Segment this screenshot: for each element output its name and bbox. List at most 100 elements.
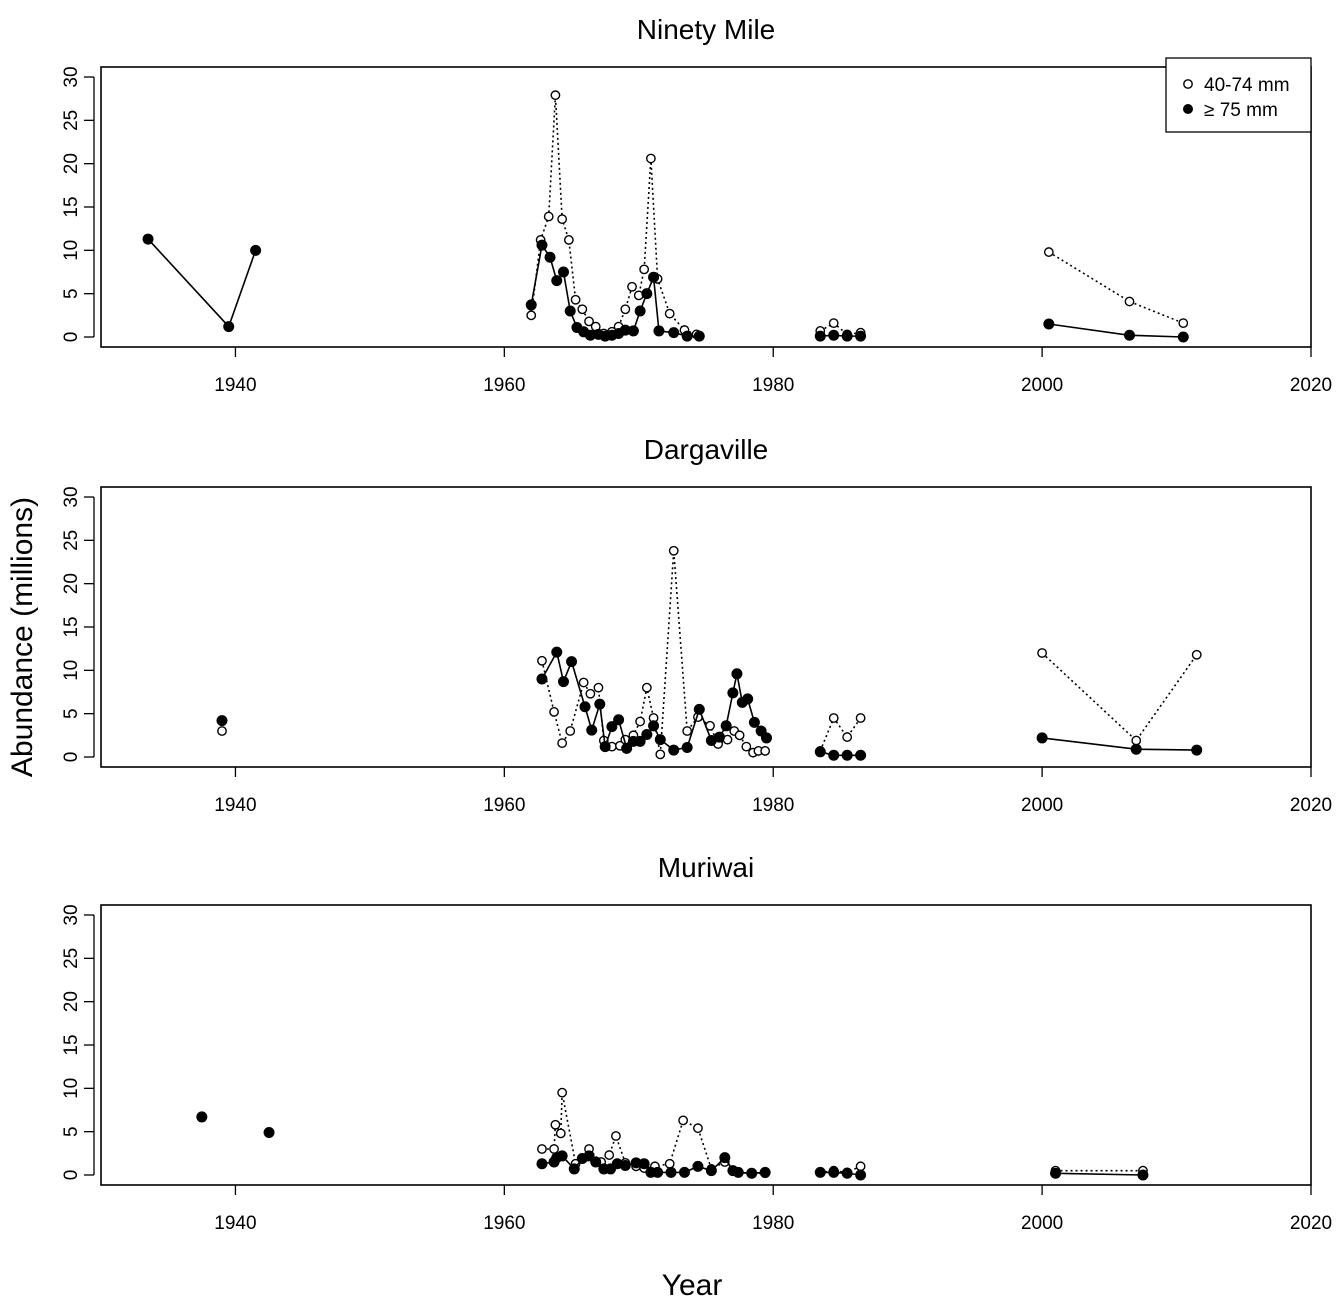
legend-box <box>1165 57 1312 133</box>
data-point-open <box>543 211 554 222</box>
data-point-open <box>537 1144 547 1154</box>
data-point-filled <box>551 646 563 658</box>
data-point-filled <box>1137 1169 1149 1181</box>
data-point-filled <box>536 673 548 685</box>
y-axis-title: Abundance (millions) <box>6 497 39 777</box>
data-point-filled <box>841 749 853 761</box>
data-point-open <box>217 726 227 736</box>
data-point-filled <box>855 330 867 342</box>
data-point-filled <box>556 1150 568 1162</box>
data-point-filled <box>746 1167 758 1179</box>
data-point-filled <box>599 741 611 753</box>
data-point-filled <box>814 330 826 342</box>
data-point-filled <box>536 1158 548 1170</box>
data-point-filled <box>732 1166 744 1178</box>
y-tick-label: 10 <box>61 660 82 681</box>
x-tick-label: 1980 <box>752 795 794 816</box>
data-point-open <box>549 707 559 717</box>
data-point-open <box>828 318 839 329</box>
series-line <box>1048 251 1184 324</box>
y-tick-label: 25 <box>61 948 82 969</box>
data-point-open <box>741 741 752 752</box>
data-point-filled <box>557 676 569 688</box>
series-line <box>820 334 861 337</box>
data-point-open <box>1178 318 1189 329</box>
legend-label-75mm: ≥ 75 mm <box>1204 100 1278 121</box>
data-point-filled <box>814 746 826 758</box>
data-point-open <box>760 746 771 756</box>
x-axis-title: Year <box>662 1269 723 1302</box>
series-line <box>1042 737 1197 751</box>
data-point-filled <box>652 1166 664 1178</box>
data-point-filled <box>525 299 537 311</box>
data-point-filled <box>566 656 578 668</box>
data-point-filled <box>634 305 646 317</box>
data-point-filled <box>668 744 680 756</box>
y-tick-label: 20 <box>61 573 82 594</box>
series-75mm-plus <box>216 646 1203 761</box>
data-point-open <box>678 1115 689 1126</box>
x-tick-label: 1980 <box>752 375 794 396</box>
data-point-filled <box>594 698 606 710</box>
panel-1: Ninety Mile 1940 1960 1980 2000 2020 0 5 10 15 20 2… <box>61 14 1332 396</box>
data-point-filled <box>678 1166 690 1178</box>
data-point-open <box>550 90 561 101</box>
data-point-open <box>620 304 631 315</box>
series-75mm-plus <box>196 1111 1149 1181</box>
data-point-open <box>585 688 596 699</box>
data-point-open <box>549 1144 559 1154</box>
data-point-filled <box>720 720 732 732</box>
series-line <box>820 751 861 757</box>
data-point-open <box>550 1119 561 1130</box>
data-point-open <box>855 713 866 723</box>
data-point-open <box>635 716 646 727</box>
data-point-filled <box>536 239 548 251</box>
data-point-filled <box>1130 743 1142 755</box>
data-point-filled <box>731 668 743 680</box>
y-tick-label: 5 <box>61 288 82 299</box>
data-point-filled <box>761 732 772 744</box>
data-point-filled <box>641 288 653 300</box>
y-tick-label: 30 <box>61 904 82 925</box>
data-point-filled <box>641 728 653 740</box>
data-point-open <box>668 545 679 556</box>
panel-3: Muriwai 1940 1960 1980 2000 2020 0 5 10 15 20 25 30 <box>61 852 1332 1234</box>
y-tick-label: 10 <box>61 1078 82 1099</box>
data-point-filled <box>579 701 591 713</box>
data-point-filled <box>613 714 625 726</box>
data-point-filled <box>263 1127 275 1139</box>
data-point-open <box>577 304 588 315</box>
data-point-open <box>1131 735 1142 746</box>
x-tick-label: 2000 <box>1021 375 1063 396</box>
y-tick-label: 20 <box>61 153 82 174</box>
data-point-filled <box>828 329 840 341</box>
panel-title: Ninety Mile <box>637 14 775 45</box>
y-tick-label: 0 <box>61 1170 82 1181</box>
data-point-filled <box>814 1166 826 1178</box>
data-point-filled <box>855 1169 867 1181</box>
series-40-74mm <box>526 90 1189 340</box>
data-point-open <box>604 1150 615 1160</box>
panel-title: Dargaville <box>644 434 769 465</box>
y-tick-label: 30 <box>61 486 82 507</box>
data-point-open <box>655 749 666 760</box>
data-point-filled <box>668 327 680 339</box>
data-point-open <box>565 726 576 736</box>
data-point-open <box>693 1123 703 1134</box>
data-point-filled <box>841 1167 853 1179</box>
data-point-filled <box>828 1166 840 1178</box>
data-point-filled <box>557 266 569 278</box>
data-point-open <box>682 726 693 736</box>
data-point-open <box>828 713 839 723</box>
legend-marker-filled <box>1183 104 1193 114</box>
data-point-filled <box>564 305 576 317</box>
data-point-filled <box>742 693 754 705</box>
data-point-filled <box>142 233 154 245</box>
data-point-filled <box>648 720 660 732</box>
data-point-open <box>563 235 574 245</box>
data-point-filled <box>638 1158 650 1170</box>
data-point-filled <box>583 1150 595 1162</box>
data-point-open <box>664 1158 675 1169</box>
data-point-filled <box>719 1152 731 1164</box>
